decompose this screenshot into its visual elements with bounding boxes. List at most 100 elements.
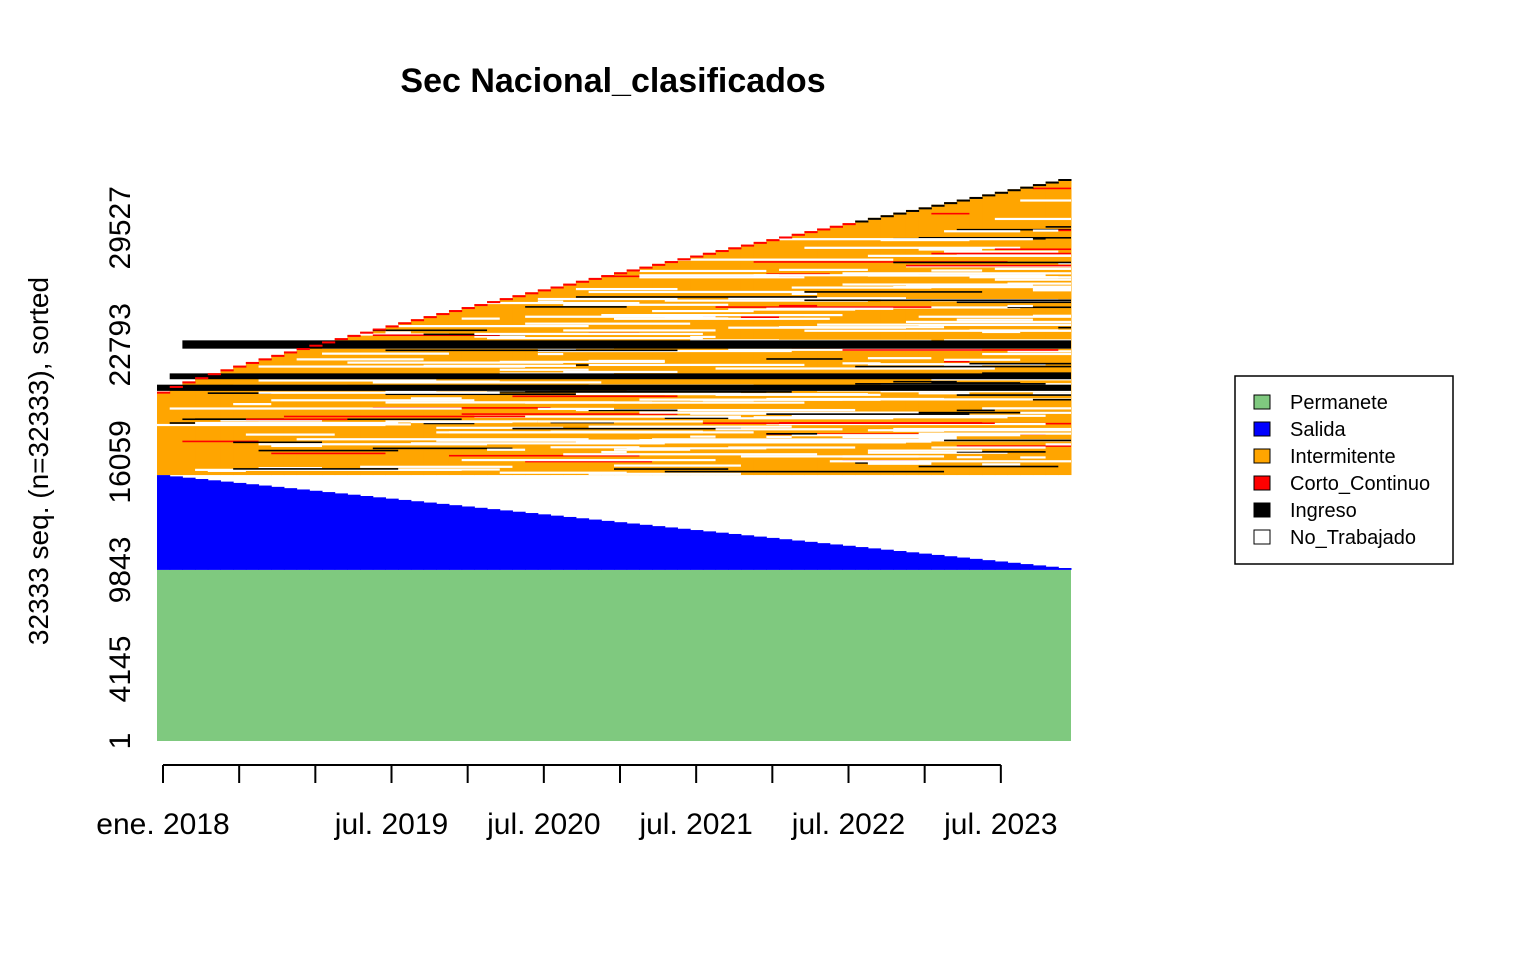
sequence-stripe [905, 320, 1071, 324]
top-edge [728, 247, 742, 250]
salida-column [728, 533, 742, 570]
x-tick-label: jul. 2022 [791, 808, 905, 841]
salida-column [1058, 568, 1072, 570]
top-edge [956, 199, 970, 202]
top-edge [601, 275, 615, 278]
intermitente-column [398, 322, 412, 476]
sequence-stripe [931, 269, 983, 272]
sequence-stripe [956, 451, 1046, 453]
sequence-stripe [575, 296, 818, 298]
sequence-stripe [817, 323, 1071, 326]
sequence-stripe [474, 332, 703, 336]
salida-column [652, 526, 666, 570]
top-edge [195, 377, 209, 380]
sequence-stripe [982, 407, 1071, 410]
sequence-stripe [385, 349, 678, 352]
salida-column [182, 477, 196, 570]
y-axis: 1 4145 9843 16059 22793 29527 [104, 186, 137, 749]
sequence-stripe [271, 399, 475, 402]
sequence-stripe [702, 399, 754, 402]
sequence-stripe [652, 309, 754, 313]
salida-column [474, 507, 488, 570]
sequence-stripe [791, 434, 1021, 437]
top-edge [398, 322, 412, 325]
legend-label: Corto_Continuo [1290, 473, 1430, 495]
salida-column [931, 554, 945, 570]
sequence-stripe [233, 441, 323, 444]
legend-swatch [1253, 394, 1271, 410]
salida-column [169, 476, 183, 570]
legend-label: No_Trabajado [1290, 527, 1416, 549]
top-edge [690, 255, 704, 258]
sequence-stripe [423, 422, 475, 425]
sequence-stripe [220, 419, 323, 422]
sequence-stripe [372, 334, 500, 337]
top-edge [626, 269, 640, 272]
sequence-stripe [1020, 456, 1046, 459]
sequence-stripe [1020, 199, 1071, 202]
sequence-stripe [842, 349, 1059, 351]
sequence-stripe [804, 246, 1021, 249]
sequence-stripe [893, 261, 1071, 264]
sequence-stripe [347, 361, 564, 364]
intermitente-column [309, 344, 323, 476]
top-edge [931, 204, 945, 207]
salida-column [283, 488, 298, 570]
sequence-stripe [512, 427, 741, 430]
sequence-stripe [245, 418, 348, 421]
sequence-stripe [753, 261, 1008, 263]
top-edge [753, 241, 767, 244]
top-edge [322, 341, 336, 344]
sequence-stripe [1007, 282, 1071, 285]
salida-column [487, 509, 501, 570]
top-edge [296, 348, 310, 351]
intermitente-column [956, 199, 970, 476]
sequence-stripe [271, 452, 386, 455]
permanete-area [157, 569, 1071, 741]
sequence-stripe [931, 378, 1071, 381]
sequence-stripe [525, 401, 805, 404]
salida-column [614, 522, 628, 570]
top-edge [829, 225, 843, 228]
sequence-stripe [499, 471, 627, 474]
sequence-stripe [715, 367, 995, 370]
sequence-stripe [740, 316, 780, 319]
salida-column [982, 560, 996, 570]
top-edge [487, 301, 501, 304]
top-edge [309, 344, 323, 347]
sequence-stripe [436, 426, 564, 429]
top-edge [436, 313, 450, 316]
top-edge [360, 331, 374, 334]
sequence-stripe [169, 407, 462, 410]
top-edge [461, 307, 475, 310]
sequence-stripe [842, 362, 881, 365]
sequence-stripe [512, 395, 678, 398]
sequence-stripe [614, 464, 741, 467]
sequence-stripe [893, 380, 957, 383]
sequence-stripe [563, 329, 716, 332]
salida-column [880, 549, 894, 570]
sequence-stripe [1045, 443, 1071, 446]
sequence-stripe [588, 290, 805, 294]
sequence-stripe [779, 304, 818, 307]
sequence-stripe [779, 238, 1033, 241]
top-edge [575, 280, 590, 283]
sequence-stripe [969, 276, 1059, 279]
salida-column [994, 561, 1009, 570]
sequence-stripe [614, 441, 906, 444]
salida-column [626, 523, 640, 570]
sequence-stripe [804, 299, 1071, 302]
sequence-stripe [931, 252, 1071, 255]
sequence-stripe [944, 360, 970, 363]
sequence-stripe [499, 368, 589, 371]
top-edge [550, 286, 564, 289]
salida-column [766, 537, 780, 570]
top-edge [880, 215, 894, 218]
sequence-stripe [372, 381, 602, 384]
sequence-stripe [893, 427, 1071, 431]
sequence-stripe [766, 433, 818, 435]
sequence-stripe [855, 365, 1071, 368]
sequence-stripe [918, 392, 970, 395]
salida-column [817, 543, 831, 570]
top-edge [525, 292, 539, 295]
